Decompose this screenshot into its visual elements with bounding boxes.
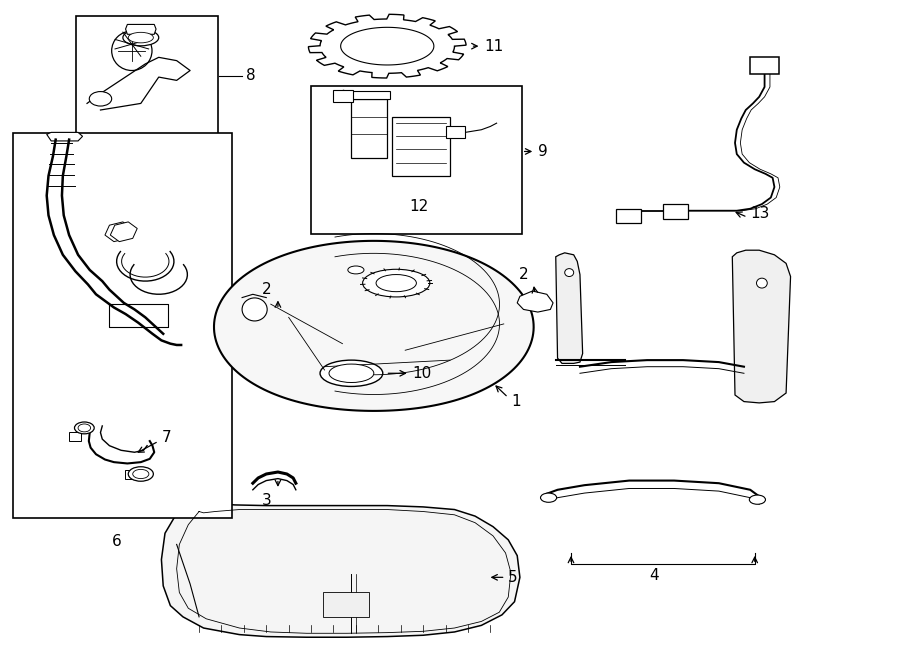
Ellipse shape bbox=[363, 269, 430, 297]
Bar bbox=[13, 133, 232, 518]
Ellipse shape bbox=[78, 424, 91, 432]
Bar bbox=[446, 126, 465, 138]
Polygon shape bbox=[125, 470, 134, 479]
Bar bbox=[663, 204, 688, 219]
Polygon shape bbox=[126, 24, 156, 34]
Ellipse shape bbox=[329, 364, 373, 383]
Text: 7: 7 bbox=[161, 430, 171, 445]
Polygon shape bbox=[341, 27, 434, 65]
Bar bbox=[76, 16, 218, 134]
Polygon shape bbox=[518, 291, 554, 312]
Text: 10: 10 bbox=[412, 366, 432, 381]
Ellipse shape bbox=[564, 268, 573, 276]
Polygon shape bbox=[69, 432, 81, 441]
Ellipse shape bbox=[242, 298, 267, 321]
Polygon shape bbox=[214, 241, 534, 411]
Ellipse shape bbox=[541, 493, 556, 502]
Ellipse shape bbox=[750, 495, 766, 504]
Ellipse shape bbox=[112, 31, 152, 71]
Ellipse shape bbox=[320, 360, 382, 387]
Polygon shape bbox=[733, 251, 790, 403]
Text: 11: 11 bbox=[484, 38, 503, 54]
Bar bbox=[334, 91, 353, 102]
Text: 2: 2 bbox=[518, 267, 528, 282]
Ellipse shape bbox=[757, 278, 768, 288]
Bar bbox=[323, 592, 369, 617]
Bar bbox=[616, 209, 641, 223]
Ellipse shape bbox=[347, 266, 364, 274]
Polygon shape bbox=[105, 222, 131, 242]
Polygon shape bbox=[161, 500, 520, 637]
Text: 9: 9 bbox=[538, 144, 547, 159]
Text: 2: 2 bbox=[262, 282, 271, 297]
Polygon shape bbox=[251, 305, 307, 323]
Ellipse shape bbox=[376, 274, 417, 292]
Polygon shape bbox=[309, 15, 466, 78]
Polygon shape bbox=[556, 253, 582, 364]
Bar bbox=[311, 86, 522, 234]
Text: 1: 1 bbox=[511, 394, 520, 409]
Text: 4: 4 bbox=[650, 568, 659, 583]
Polygon shape bbox=[47, 132, 83, 141]
Bar bbox=[392, 116, 450, 176]
Polygon shape bbox=[348, 91, 391, 98]
Bar bbox=[351, 98, 387, 158]
Text: 13: 13 bbox=[751, 206, 770, 221]
Ellipse shape bbox=[132, 469, 148, 479]
Ellipse shape bbox=[89, 92, 112, 106]
Text: 8: 8 bbox=[246, 68, 256, 83]
Text: 3: 3 bbox=[261, 493, 271, 508]
Bar bbox=[751, 58, 778, 74]
Text: 5: 5 bbox=[508, 570, 518, 585]
Polygon shape bbox=[111, 222, 137, 242]
Ellipse shape bbox=[129, 32, 153, 43]
Ellipse shape bbox=[129, 467, 153, 481]
Ellipse shape bbox=[75, 422, 94, 434]
Ellipse shape bbox=[123, 29, 158, 46]
Text: 6: 6 bbox=[112, 533, 122, 549]
Text: 12: 12 bbox=[409, 199, 428, 214]
